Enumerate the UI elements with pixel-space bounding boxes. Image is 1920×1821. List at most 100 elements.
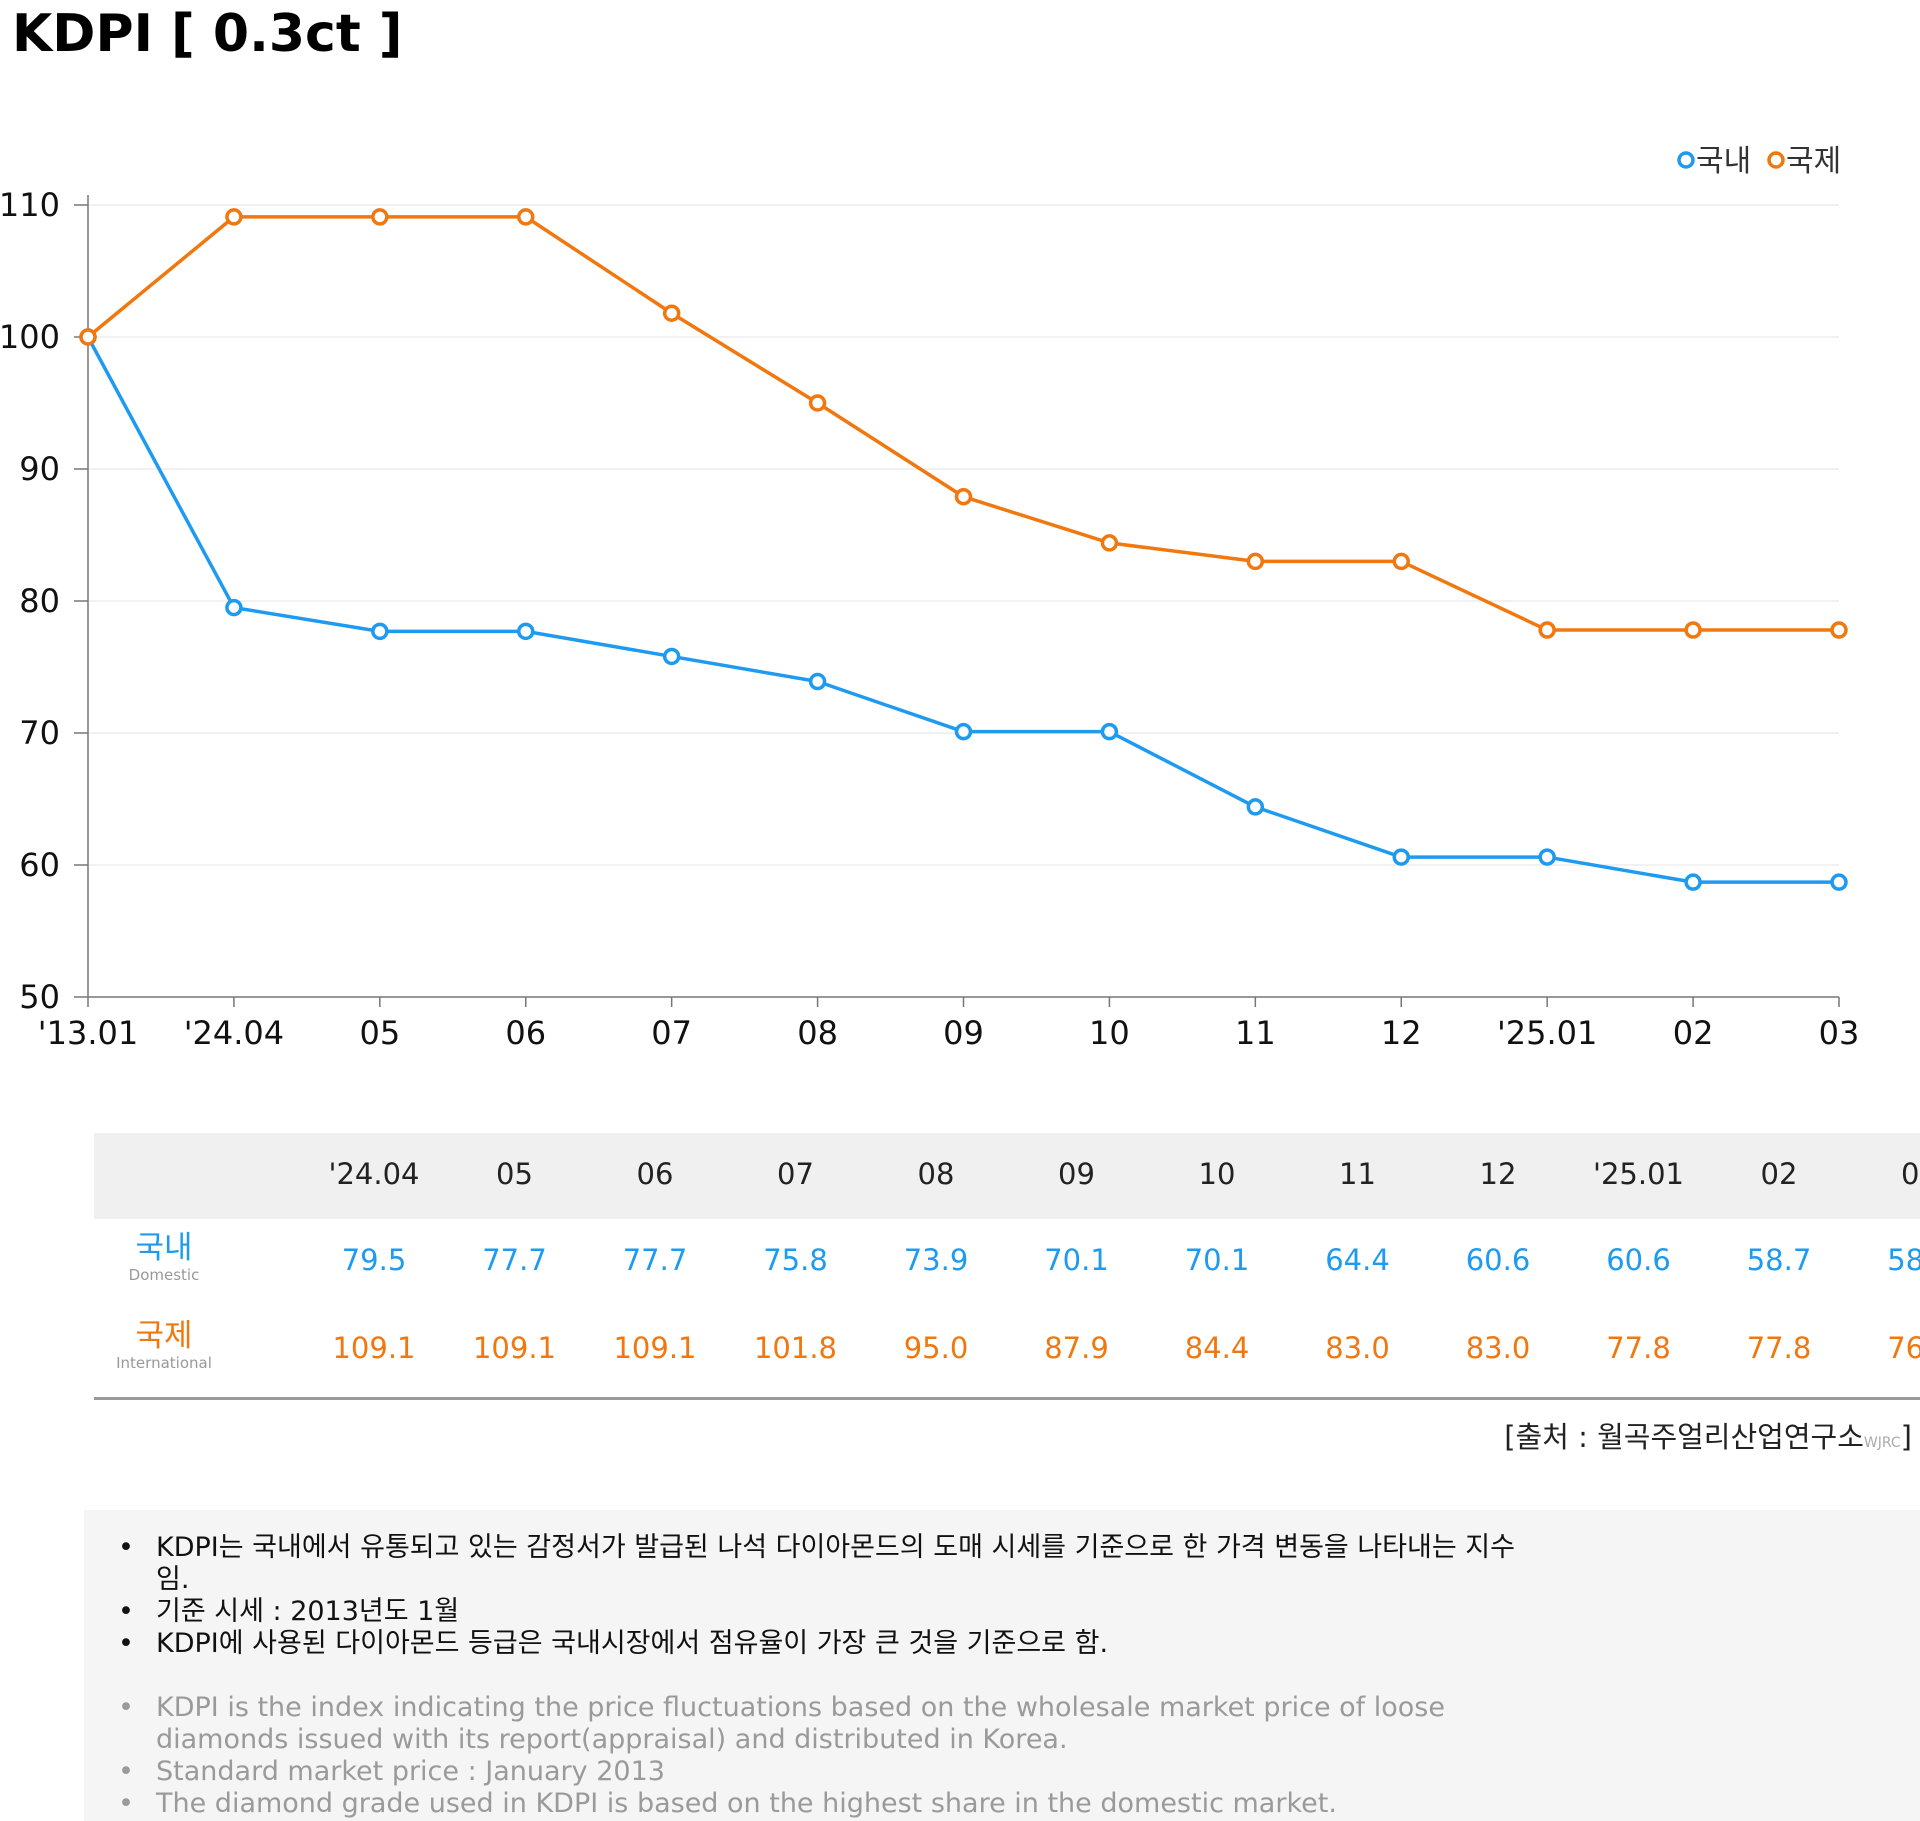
data-point — [954, 722, 973, 741]
x-tick-label: 09 — [943, 1014, 984, 1052]
x-tick-label: '24.04 — [184, 1014, 284, 1052]
table-header-cell: 02 — [1760, 1157, 1798, 1191]
x-tick-label: '25.01 — [1497, 1014, 1597, 1052]
table-cell: 73.9 — [903, 1243, 969, 1277]
x-tick-label: 12 — [1381, 1014, 1422, 1052]
bullet-icon: • — [118, 1692, 134, 1723]
table-row-domestic: 국내 Domestic 79.5 77.7 77.7 75.8 73.9 70.1 70.1… — [94, 1219, 1920, 1307]
table-cell: 76.9 — [1887, 1331, 1920, 1365]
table-cell: 60.6 — [1606, 1243, 1671, 1277]
table-header-row: '24.04 05 06 07 08 09 10 11 12 '25.01 02 03 — [94, 1133, 1920, 1219]
table-cell: 60.6 — [1465, 1243, 1531, 1277]
source-suffix: ] — [1900, 1420, 1912, 1454]
note-text: KDPI is the index indicating the price f… — [156, 1692, 1445, 1755]
data-point — [1538, 621, 1556, 639]
y-tick-label: 70 — [19, 714, 60, 752]
series-line-domestic — [86, 336, 1839, 884]
bullet-icon: • — [118, 1532, 134, 1563]
table-header-cell: '25.01 — [1593, 1157, 1684, 1191]
source-abbrev: WJRC — [1863, 1435, 1901, 1451]
table-cell: 109.1 — [332, 1331, 416, 1365]
data-point — [662, 647, 681, 666]
note-text: Standard market price : January 2013 — [156, 1756, 665, 1787]
note-item: • 기준 시세 : 2013년도 1월 — [118, 1596, 1538, 1628]
table-cell: 83.0 — [1465, 1331, 1531, 1365]
data-point — [1392, 848, 1410, 866]
data-point — [808, 672, 827, 691]
table-cell: 87.9 — [1044, 1331, 1109, 1365]
data-point — [1684, 873, 1702, 891]
bullet-icon: • — [118, 1756, 134, 1787]
source-prefix: [출처 : 월곡주얼리산업연구소 — [1504, 1420, 1864, 1454]
table-cell: 83.0 — [1325, 1331, 1390, 1365]
line-chart: 50 60 70 80 90 100 110 '13.01 '24.04 05 06 07 08 09 10… — [0, 144, 1859, 1052]
table-cell: 58.7 — [1887, 1243, 1920, 1277]
y-tick-label: 60 — [19, 846, 60, 884]
table-cell: 84.4 — [1184, 1331, 1250, 1365]
data-point — [517, 622, 535, 641]
y-tick-label: 100 — [0, 318, 60, 356]
table-header-cell: 10 — [1198, 1157, 1236, 1191]
chart-grid — [88, 204, 1839, 866]
data-point — [1100, 534, 1119, 552]
note-item: • KDPI는 국내에서 유통되고 있는 감정서가 발급된 나석 다이아몬드의 도… — [118, 1532, 1538, 1596]
x-tick-label: 06 — [505, 1014, 546, 1052]
data-point — [662, 304, 681, 322]
table-cell: 77.8 — [1606, 1331, 1671, 1365]
bullet-icon: • — [118, 1628, 134, 1659]
table-cell: 95.0 — [903, 1331, 969, 1365]
data-point — [1246, 552, 1265, 571]
data-point — [1100, 722, 1119, 741]
x-tick-label: '13.01 — [38, 1014, 138, 1052]
row-label-en: International — [116, 1354, 212, 1372]
y-tick-label: 80 — [19, 582, 60, 620]
x-tick-label: 05 — [359, 1014, 400, 1052]
table-header-cell: 06 — [636, 1157, 674, 1191]
x-tick-label: 08 — [797, 1014, 838, 1052]
row-label-international: 국제 International — [94, 1319, 234, 1373]
table-cell: 75.8 — [763, 1243, 828, 1277]
note-item: • Standard market price : January 2013 — [118, 1756, 1538, 1788]
table-cell: 109.1 — [613, 1331, 697, 1365]
note-text: 기준 시세 : 2013년도 1월 — [156, 1596, 460, 1627]
data-point — [1392, 552, 1410, 571]
chart-axes: 50 60 70 80 90 100 110 '13.01 '24.04 05 06 07 08 09 10… — [0, 186, 1859, 1052]
table-cell: 101.8 — [753, 1331, 838, 1365]
y-tick-label: 90 — [19, 450, 60, 488]
data-point — [1538, 848, 1556, 866]
table-row-international: 국제 International 109.1 109.1 109.1 101.8 95.… — [94, 1307, 1920, 1395]
row-label-kr: 국내 — [135, 1230, 193, 1266]
data-point — [1684, 621, 1702, 639]
note-item: • The diamond grade used in KDPI is based… — [118, 1788, 1538, 1820]
table-bottom-rule — [94, 1397, 1920, 1400]
note-item: • KDPI에 사용된 다이아몬드 등급은 국내시장에서 점유율이 가장 큰 것을… — [118, 1628, 1538, 1660]
note-text: KDPI는 국내에서 유통되고 있는 감정서가 발급된 나석 다이아몬드의 도매… — [156, 1532, 1515, 1595]
data-point — [371, 208, 389, 226]
row-label-kr: 국제 — [135, 1318, 193, 1354]
x-tick-label: 10 — [1089, 1014, 1130, 1052]
table-header-cell: 09 — [1058, 1157, 1095, 1191]
table-cell: 77.7 — [482, 1243, 547, 1277]
data-point — [1246, 798, 1265, 816]
table-header-cell: 12 — [1479, 1157, 1517, 1191]
table-cell: 70.1 — [1044, 1243, 1109, 1277]
data-table: '24.04 05 06 07 08 09 10 11 12 '25.01 02 03 국내 Dome… — [94, 1133, 1920, 1400]
row-label-en: Domestic — [128, 1266, 200, 1284]
notes-korean: • KDPI는 국내에서 유통되고 있는 감정서가 발급된 나석 다이아몬드의 도… — [118, 1532, 1538, 1660]
data-point — [371, 622, 389, 641]
legend-label: 국제 — [1786, 144, 1841, 179]
table-cell: 58.7 — [1746, 1243, 1812, 1277]
data-point — [1830, 621, 1848, 639]
x-tick-label: 02 — [1673, 1014, 1714, 1052]
series-line-international — [86, 215, 1839, 632]
page-title: KDPI [ 0.3ct ] — [12, 4, 403, 64]
x-tick-label: 07 — [651, 1014, 692, 1052]
chart-series — [79, 208, 1848, 891]
table-cell: 79.5 — [341, 1243, 407, 1277]
source-credit: [출처 : 월곡주얼리산업연구소WJRC] — [1504, 1414, 1912, 1456]
table-cell: 70.1 — [1184, 1243, 1250, 1277]
data-point — [225, 208, 243, 226]
notes-english: • KDPI is the index indicating the price … — [118, 1692, 1538, 1820]
note-text: KDPI에 사용된 다이아몬드 등급은 국내시장에서 점유율이 가장 큰 것을 … — [156, 1628, 1109, 1659]
table-header-cell: 03 — [1901, 1157, 1920, 1191]
